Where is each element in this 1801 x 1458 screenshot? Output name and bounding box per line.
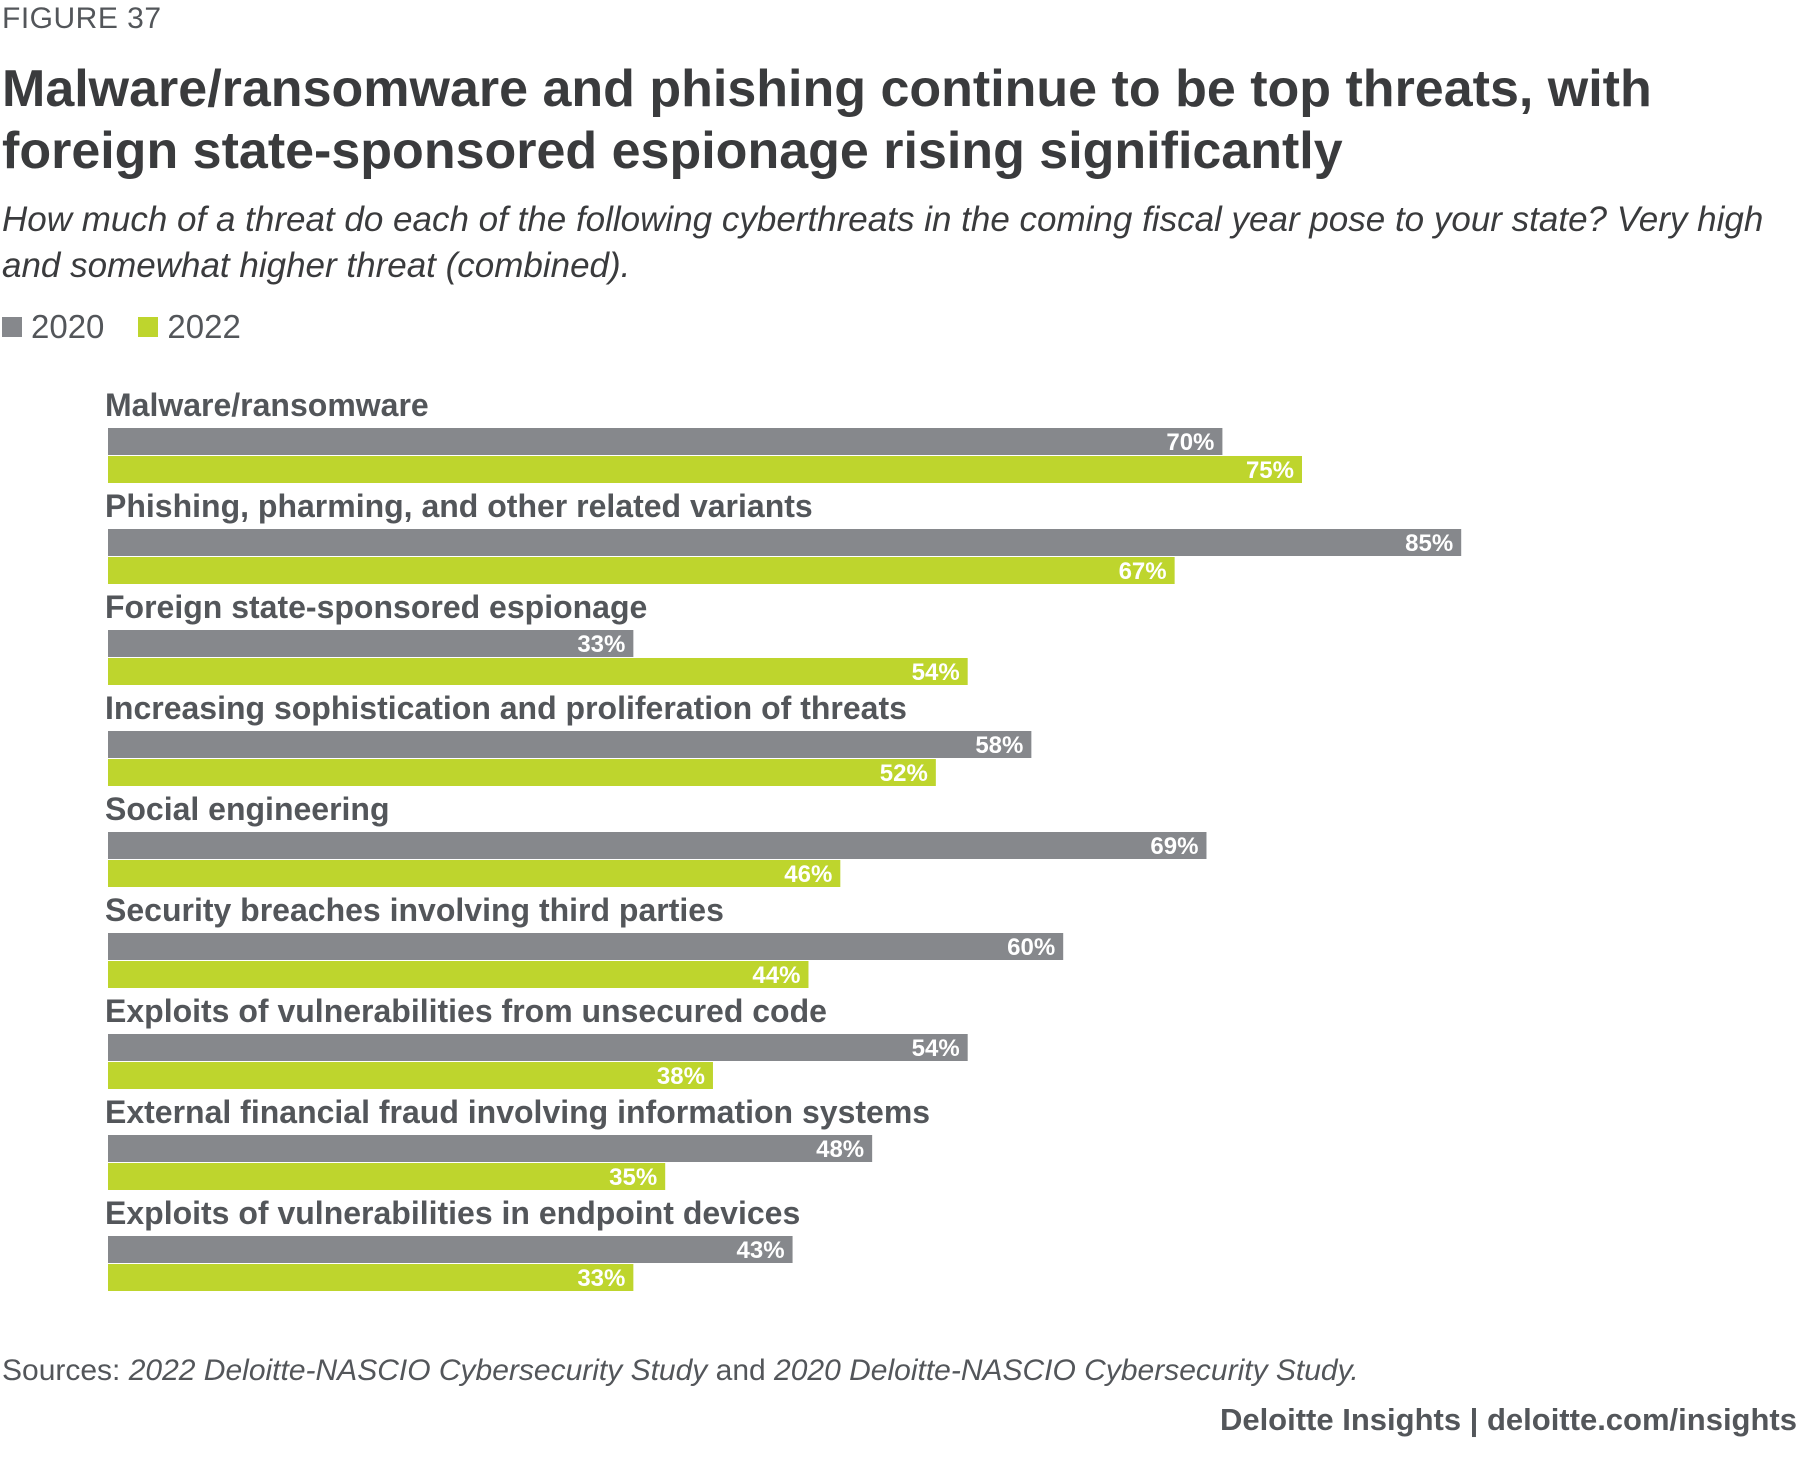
category-label: Foreign state-sponsored espionage — [105, 589, 647, 625]
data-label-2020: 33% — [577, 631, 625, 658]
bar-2020 — [108, 428, 1223, 455]
category-label: Social engineering — [105, 791, 390, 827]
data-label-2022: 33% — [577, 1265, 625, 1292]
data-label-2020: 60% — [1007, 934, 1055, 961]
legend-swatch-2020 — [2, 317, 22, 337]
data-label-2022: 52% — [880, 760, 928, 787]
chart-subtitle: How much of a threat do each of the foll… — [2, 200, 1764, 285]
data-label-2020: 48% — [816, 1136, 864, 1163]
data-label-2022: 75% — [1246, 457, 1294, 484]
sources-study-2020: 2020 Deloitte-NASCIO Cybersecurity Study… — [774, 1354, 1359, 1387]
data-label-2022: 35% — [609, 1164, 657, 1191]
category-label: Phishing, pharming, and other related va… — [105, 488, 813, 524]
legend-label-2020: 2020 — [31, 308, 105, 345]
data-label-2022: 54% — [912, 659, 960, 686]
sources-joiner: and — [707, 1354, 775, 1387]
bar-2022 — [108, 860, 841, 887]
legend: 2020 2022 — [2, 308, 275, 346]
figure-label: FIGURE 37 — [2, 2, 162, 35]
sources-prefix: Sources: — [2, 1354, 129, 1387]
bar-2022 — [108, 1163, 666, 1190]
publisher-credit: Deloitte Insights | deloitte.com/insight… — [1219, 1402, 1797, 1437]
legend-label-2022: 2022 — [167, 308, 241, 345]
data-label-2020: 43% — [737, 1237, 785, 1264]
category-group: Phishing, pharming, and other related va… — [105, 488, 1462, 585]
sources-note: Sources: 2022 Deloitte-NASCIO Cybersecur… — [2, 1354, 1359, 1388]
data-label-2020: 70% — [1166, 429, 1214, 456]
legend-swatch-2022 — [138, 317, 159, 337]
category-label: External financial fraud involving infor… — [105, 1094, 930, 1130]
bar-2022 — [108, 658, 968, 685]
bar-2020 — [108, 529, 1462, 556]
bar-2020 — [108, 832, 1207, 859]
category-group: External financial fraud involving infor… — [105, 1094, 930, 1191]
data-label-2020: 69% — [1150, 833, 1198, 860]
category-group: Foreign state-sponsored espionage 33% 54% — [105, 589, 968, 686]
category-group: Security breaches involving third partie… — [105, 892, 1064, 989]
chart-title: Malware/ransomware and phishing continue… — [2, 60, 1652, 180]
data-label-2020: 85% — [1405, 530, 1453, 557]
bar-2020 — [108, 1135, 873, 1162]
category-label: Security breaches involving third partie… — [105, 892, 724, 928]
category-group: Increasing sophistication and proliferat… — [105, 690, 1032, 787]
category-label: Exploits of vulnerabilities in endpoint … — [105, 1195, 800, 1231]
legend-item-2020: 2020 — [2, 308, 104, 346]
data-label-2022: 67% — [1119, 558, 1167, 585]
bar-2022 — [108, 456, 1302, 483]
category-label: Malware/ransomware — [105, 387, 429, 423]
legend-item-2022: 2022 — [138, 308, 241, 346]
bar-2020 — [108, 1236, 793, 1263]
category-group: Exploits of vulnerabilities in endpoint … — [105, 1195, 800, 1292]
category-group: Social engineering 69% 46% — [105, 791, 1207, 888]
data-label-2020: 58% — [975, 732, 1023, 759]
bar-chart: Malware/ransomware 70% 75% Phishing, pharmi… — [105, 387, 1462, 1292]
stray-value-label: 60% — [1640, 843, 1689, 870]
bar-2020 — [108, 630, 634, 657]
bar-2022 — [108, 759, 936, 786]
bar-2020 — [108, 933, 1064, 960]
sources-study-2022: 2022 Deloitte-NASCIO Cybersecurity Study — [128, 1354, 708, 1387]
data-label-2022: 44% — [752, 962, 800, 989]
bar-2022 — [108, 1062, 713, 1089]
bar-2022 — [108, 961, 809, 988]
bar-2020 — [108, 731, 1032, 758]
category-label: Increasing sophistication and proliferat… — [105, 690, 907, 726]
data-label-2022: 46% — [784, 861, 832, 888]
bar-2022 — [108, 1264, 634, 1291]
data-label-2022: 38% — [657, 1063, 705, 1090]
bar-2022 — [108, 557, 1175, 584]
category-group: Malware/ransomware 70% 75% — [105, 387, 1302, 484]
bar-2020 — [108, 1034, 968, 1061]
data-label-2020: 54% — [912, 1035, 960, 1062]
category-label: Exploits of vulnerabilities from unsecur… — [105, 993, 827, 1029]
category-group: Exploits of vulnerabilities from unsecur… — [105, 993, 968, 1090]
